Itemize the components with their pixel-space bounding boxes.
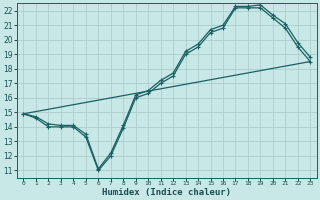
X-axis label: Humidex (Indice chaleur): Humidex (Indice chaleur) <box>102 188 231 197</box>
